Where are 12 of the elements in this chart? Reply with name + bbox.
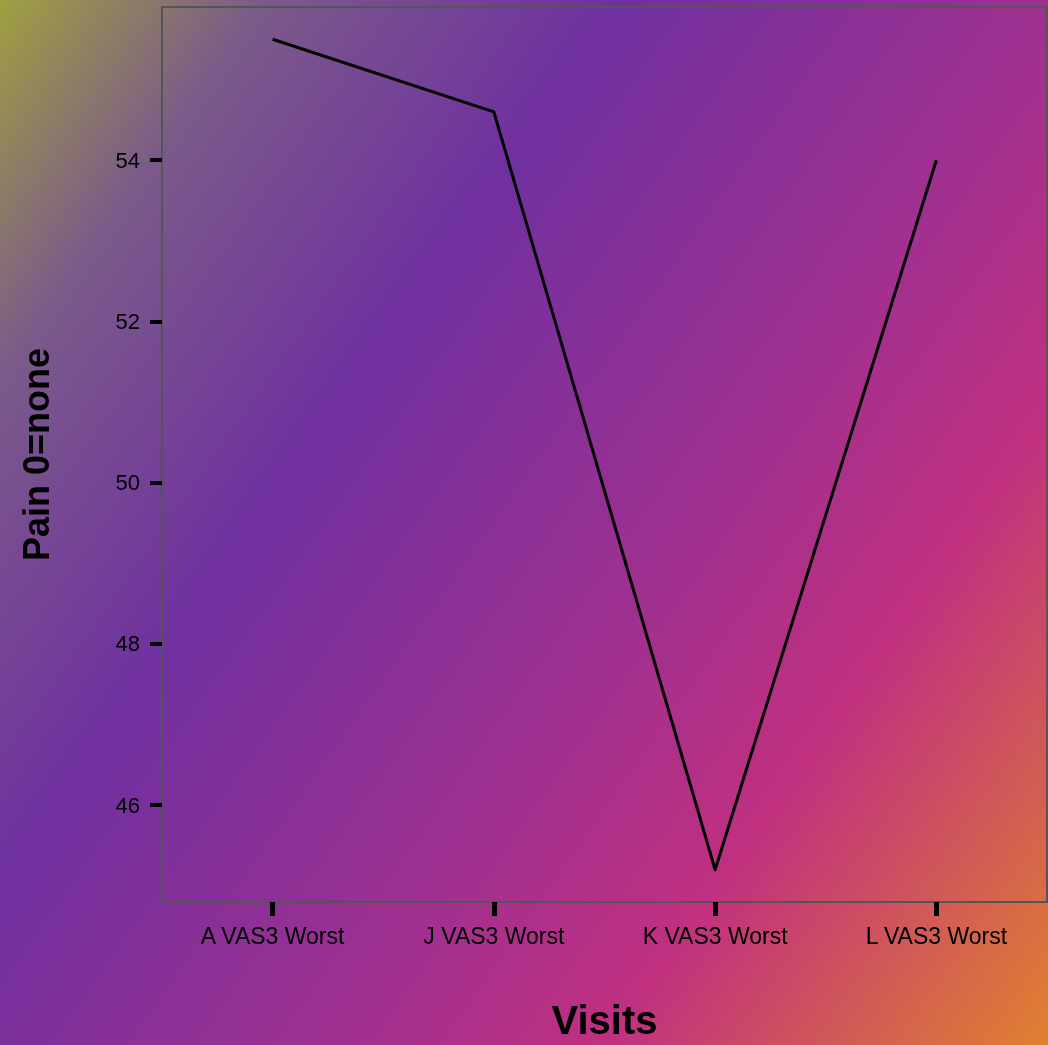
x-tick-label: A VAS3 Worst xyxy=(200,922,346,949)
x-tick-label: K VAS3 Worst xyxy=(642,922,789,949)
y-tick-label: 50 xyxy=(115,470,140,496)
y-tick-label: 52 xyxy=(115,308,140,334)
y-tick-label: 54 xyxy=(115,147,140,173)
x-tick-label: J VAS3 Worst xyxy=(423,922,565,949)
y-tick-label: 48 xyxy=(115,631,140,657)
x-tick-label: L VAS3 Worst xyxy=(865,922,1008,949)
y-tick-label: 46 xyxy=(115,792,140,818)
y-axis-title: Pain 0=none xyxy=(15,347,57,562)
line-series xyxy=(271,37,938,872)
x-axis-title: Visits xyxy=(551,998,658,1042)
